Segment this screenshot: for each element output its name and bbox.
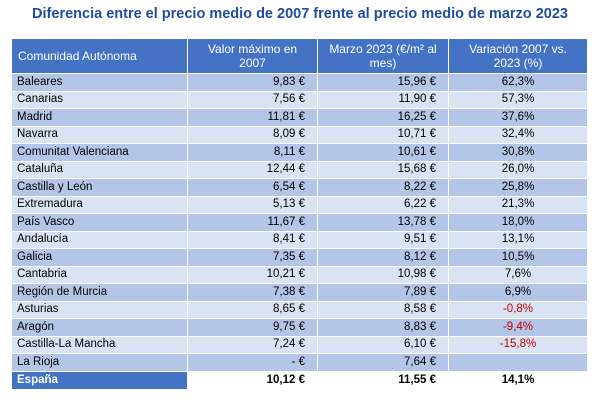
total-name: España	[11, 370, 188, 390]
cell-mar2023: 6,22 €	[317, 195, 449, 214]
cell-mar2023: 11,90 €	[317, 90, 449, 109]
cell-max2007: 10,21 €	[187, 265, 318, 284]
cell-comunidad: Extremadura	[11, 195, 188, 214]
cell-comunidad: Castilla-La Mancha	[11, 335, 188, 354]
table-row: Cataluña 12,44 €15,68 €26,0%	[11, 160, 588, 179]
cell-variation: 25,8%	[448, 178, 588, 197]
cell-mar2023: 10,61 €	[317, 143, 449, 162]
price-comparison-table: Comunidad Autónoma Valor máximo en 2007 …	[11, 38, 588, 390]
cell-mar2023: 6,10 €	[317, 335, 449, 354]
cell-variation: 21,3%	[448, 195, 588, 214]
table-row: La Rioja - €7,64 €	[11, 353, 588, 372]
cell-max2007: 7,24 €	[187, 335, 318, 354]
cell-max2007: 11,81 €	[187, 108, 318, 127]
cell-variation: 26,0%	[448, 160, 588, 179]
cell-max2007: 7,38 €	[187, 283, 318, 302]
total-variation: 14,1%	[448, 370, 588, 390]
cell-mar2023: 9,51 €	[317, 230, 449, 249]
cell-comunidad: Canarias	[11, 90, 188, 109]
table-row: Madrid 11,81 €16,25 €37,6%	[11, 108, 588, 127]
cell-mar2023: 16,25 €	[317, 108, 449, 127]
header-variacion: Variación 2007 vs. 2023 (%)	[448, 38, 588, 74]
cell-variation: 10,5%	[448, 248, 588, 267]
total-row: España 10,12 € 11,55 € 14,1%	[11, 370, 588, 390]
header-comunidad: Comunidad Autónoma	[11, 38, 188, 74]
cell-max2007: 8,11 €	[187, 143, 318, 162]
table-body: Baleares 9,83 €15,96 €62,3% Canarias 7,56 €…	[11, 73, 588, 372]
cell-variation: -15,8%	[448, 335, 588, 354]
cell-mar2023: 8,12 €	[317, 248, 449, 267]
cell-variation: 6,9%	[448, 283, 588, 302]
cell-comunidad: Galicia	[11, 248, 188, 267]
table-row: Galicia 7,35 €8,12 €10,5%	[11, 248, 588, 267]
table-row: Baleares 9,83 €15,96 €62,3%	[11, 73, 588, 92]
cell-variation: 57,3%	[448, 90, 588, 109]
cell-max2007: 7,56 €	[187, 90, 318, 109]
table-row: Castilla y León 6,54 €8,22 €25,8%	[11, 178, 588, 197]
cell-mar2023: 13,78 €	[317, 213, 449, 232]
cell-max2007: 7,35 €	[187, 248, 318, 267]
table-row: Navarra 8,09 €10,71 €32,4%	[11, 125, 588, 144]
cell-max2007: 6,54 €	[187, 178, 318, 197]
cell-comunidad: Aragón	[11, 318, 188, 337]
table-row: Andalucía 8,41 €9,51 €13,1%	[11, 230, 588, 249]
cell-max2007: 12,44 €	[187, 160, 318, 179]
cell-variation: -9,4%	[448, 318, 588, 337]
cell-variation: -0,8%	[448, 300, 588, 319]
cell-comunidad: La Rioja	[11, 353, 188, 372]
cell-comunidad: Cantabria	[11, 265, 188, 284]
cell-mar2023: 15,68 €	[317, 160, 449, 179]
cell-comunidad: Madrid	[11, 108, 188, 127]
cell-variation: 30,8%	[448, 143, 588, 162]
cell-mar2023: 10,98 €	[317, 265, 449, 284]
table-row: Extremadura 5,13 €6,22 €21,3%	[11, 195, 588, 214]
cell-comunidad: Región de Murcia	[11, 283, 188, 302]
cell-variation: 7,6%	[448, 265, 588, 284]
cell-max2007: 8,41 €	[187, 230, 318, 249]
cell-mar2023: 8,83 €	[317, 318, 449, 337]
table-row: Comunitat Valenciana 8,11 €10,61 €30,8%	[11, 143, 588, 162]
price-comparison-table-container: Comunidad Autónoma Valor máximo en 2007 …	[11, 38, 588, 390]
header-marzo-2023: Marzo 2023 (€/m² al mes)	[317, 38, 449, 74]
cell-comunidad: País Vasco	[11, 213, 188, 232]
table-row: Región de Murcia 7,38 €7,89 €6,9%	[11, 283, 588, 302]
cell-max2007: 8,09 €	[187, 125, 318, 144]
table-row: Asturias 8,65 €8,58 € -0,8%	[11, 300, 588, 319]
table-row: Cantabria 10,21 €10,98 €7,6%	[11, 265, 588, 284]
cell-comunidad: Baleares	[11, 73, 188, 92]
table-row: País Vasco 11,67 €13,78 €18,0%	[11, 213, 588, 232]
cell-comunidad: Cataluña	[11, 160, 188, 179]
cell-mar2023: 8,22 €	[317, 178, 449, 197]
table-row: Canarias 7,56 €11,90 €57,3%	[11, 90, 588, 109]
cell-mar2023: 7,64 €	[317, 353, 449, 372]
cell-comunidad: Castilla y León	[11, 178, 188, 197]
cell-mar2023: 8,58 €	[317, 300, 449, 319]
cell-comunidad: Andalucía	[11, 230, 188, 249]
table-row: Castilla-La Mancha 7,24 €6,10 € -15,8%	[11, 335, 588, 354]
total-mar2023: 11,55 €	[317, 370, 449, 390]
cell-max2007: 9,75 €	[187, 318, 318, 337]
cell-max2007: 8,65 €	[187, 300, 318, 319]
total-max2007: 10,12 €	[187, 370, 318, 390]
cell-mar2023: 15,96 €	[317, 73, 449, 92]
cell-variation: 32,4%	[448, 125, 588, 144]
cell-comunidad: Comunitat Valenciana	[11, 143, 188, 162]
header-valor-maximo-2007: Valor máximo en 2007	[187, 38, 318, 74]
cell-mar2023: 10,71 €	[317, 125, 449, 144]
cell-max2007: 11,67 €	[187, 213, 318, 232]
cell-max2007: - €	[187, 353, 318, 372]
cell-comunidad: Asturias	[11, 300, 188, 319]
cell-variation	[448, 353, 588, 372]
cell-variation: 62,3%	[448, 73, 588, 92]
cell-max2007: 5,13 €	[187, 195, 318, 214]
page-title: Diferencia entre el precio medio de 2007…	[32, 6, 568, 22]
cell-mar2023: 7,89 €	[317, 283, 449, 302]
cell-variation: 18,0%	[448, 213, 588, 232]
cell-variation: 37,6%	[448, 108, 588, 127]
table-row: Aragón 9,75 €8,83 € -9,4%	[11, 318, 588, 337]
cell-variation: 13,1%	[448, 230, 588, 249]
cell-comunidad: Navarra	[11, 125, 188, 144]
header-row: Comunidad Autónoma Valor máximo en 2007 …	[11, 38, 588, 74]
cell-max2007: 9,83 €	[187, 73, 318, 92]
